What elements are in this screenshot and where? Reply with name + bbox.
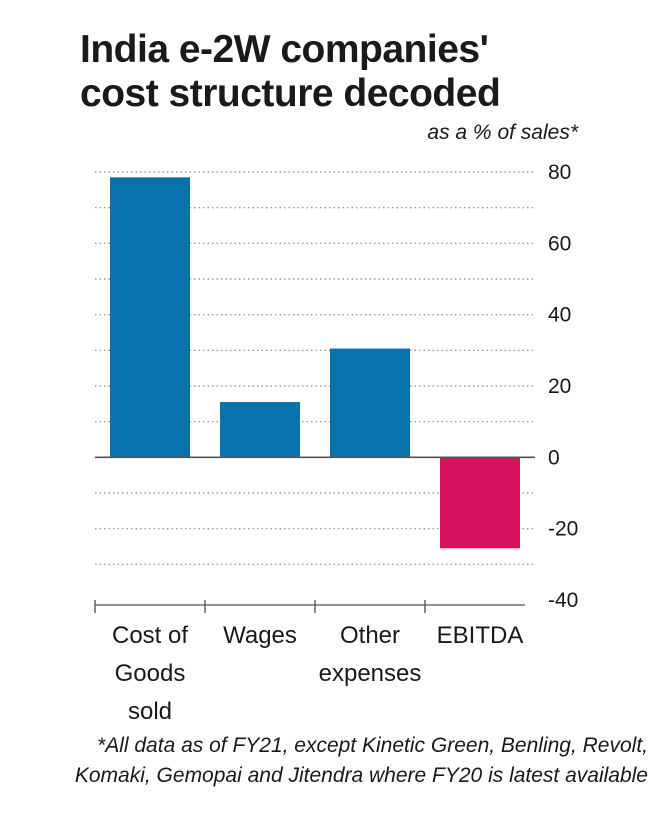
y-tick-label: 80 [548, 161, 571, 184]
category-label-line: EBITDA [437, 622, 524, 649]
category-label: EBITDA [437, 622, 524, 649]
chart-title-line-1: India e-2W companies' [80, 28, 489, 71]
category-label-line: Cost of [112, 622, 188, 649]
y-tick-label: 0 [548, 446, 560, 469]
footnote-line-2: Komaki, Gemopai and Jitendra where FY20 … [74, 764, 648, 787]
category-label: Other expenses [319, 622, 422, 687]
chart-title-line-2: cost structure decoded [80, 72, 501, 115]
y-tick-label: 60 [548, 232, 571, 255]
category-label: Cost of Goods sold [112, 622, 188, 725]
category-label-line: Wages [223, 622, 297, 649]
category-label-line: sold [128, 698, 172, 725]
category-label: Wages [223, 622, 297, 649]
bar [220, 402, 300, 458]
category-label-line: Goods [115, 660, 186, 687]
footnote: *All data as of FY21, except Kinetic Gre… [8, 731, 648, 791]
y-tick-label: -40 [548, 589, 578, 612]
footnote-line-1: *All data as of FY21, except Kinetic Gre… [97, 734, 648, 757]
bar [440, 457, 520, 549]
bar [330, 348, 410, 458]
y-tick-label: -20 [548, 518, 578, 541]
category-label-line: Other [340, 622, 400, 649]
unit-label: as a % of sales* [427, 121, 578, 144]
bar [110, 177, 190, 458]
y-tick-label: 40 [548, 304, 571, 327]
chart-title: India e-2W companies' cost structure dec… [80, 28, 640, 116]
y-tick-label: 20 [548, 375, 571, 398]
category-label-line: expenses [319, 660, 422, 687]
